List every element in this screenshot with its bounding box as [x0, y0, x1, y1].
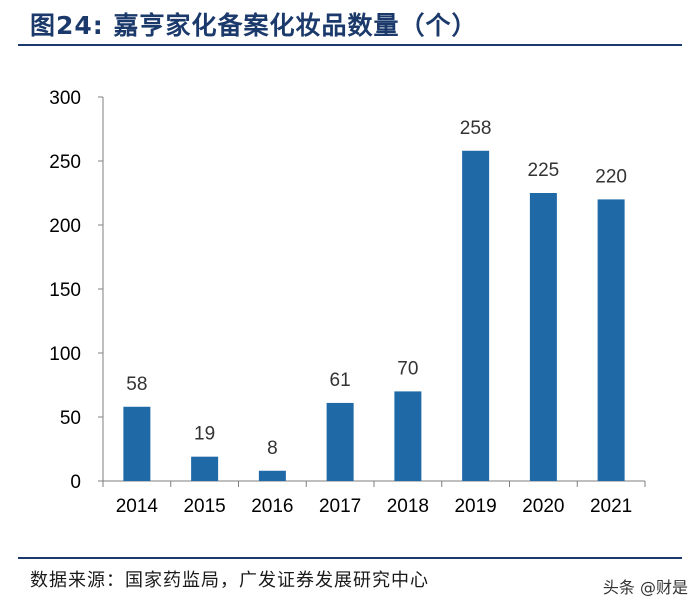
x-tick-label-2021: 2021: [590, 496, 632, 517]
chart-data-labels: 58 19 8 61 70 258 225 220: [126, 118, 627, 459]
x-tick-label-2014: 2014: [116, 496, 159, 517]
bar-2019: [462, 150, 490, 481]
chart-y-ticks: 0 50 100 150 200 250 300: [49, 88, 103, 493]
bar-2018: [394, 391, 422, 481]
chart-x-ticks: 2014 2015 2016 2017 2018 2019 2020 2021: [102, 481, 646, 517]
data-label-2018: 70: [397, 358, 418, 379]
y-tick-label: 50: [60, 408, 81, 429]
x-tick-label-2020: 2020: [522, 496, 564, 517]
x-tick-label-2016: 2016: [251, 496, 293, 517]
y-tick-label: 250: [49, 152, 81, 173]
data-label-2016: 8: [267, 438, 278, 459]
chart-title: 图24: 嘉亨家化备案化妆品数量（个）: [30, 11, 478, 40]
bar-2014: [123, 406, 151, 481]
bar-2015: [191, 456, 219, 481]
bar-2017: [326, 402, 354, 481]
data-label-2014: 58: [126, 374, 147, 395]
y-tick-label: 100: [49, 344, 81, 365]
y-tick-label: 300: [49, 88, 81, 109]
x-tick-label-2017: 2017: [319, 496, 361, 517]
y-tick-label: 0: [70, 472, 81, 493]
chart-axes: [102, 97, 645, 482]
bar-chart: 58 19 8 61 70 258 225 220 0 50 100 150 200 250 300 20…: [49, 88, 646, 517]
bar-2020: [529, 193, 557, 481]
x-tick-label-2015: 2015: [183, 496, 225, 517]
data-label-2015: 19: [194, 424, 215, 445]
x-tick-label-2019: 2019: [454, 496, 496, 517]
bar-2016: [258, 470, 286, 481]
footer-divider: [18, 557, 682, 559]
data-label-2020: 225: [528, 160, 560, 181]
chart-area: 58 19 8 61 70 258 225 220 0 50 100 150 200 250 300 20…: [0, 46, 700, 546]
watermark: 头条 @财是: [602, 578, 688, 597]
chart-bars: [123, 150, 625, 481]
data-label-2021: 220: [595, 166, 627, 187]
title-bar: 图24: 嘉亨家化备案化妆品数量（个）: [0, 0, 700, 46]
y-tick-label: 200: [49, 216, 81, 237]
data-label-2017: 61: [330, 370, 351, 391]
source-note: 数据来源：国家药监局，广发证券发展研究中心: [30, 570, 429, 591]
bar-2021: [597, 199, 625, 481]
title-divider: [18, 44, 682, 46]
y-tick-label: 150: [49, 280, 81, 301]
data-label-2019: 258: [460, 118, 492, 139]
x-tick-label-2018: 2018: [387, 496, 429, 517]
